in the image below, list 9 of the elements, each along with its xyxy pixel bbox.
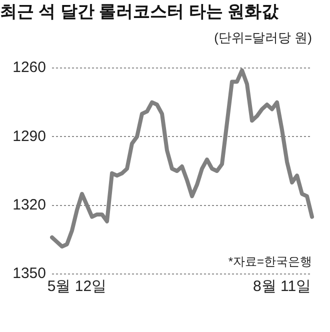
y-tick-label: 1320 xyxy=(12,196,46,214)
chart-title: 최근 석 달간 롤러코스터 타는 원화값 xyxy=(0,2,280,21)
annotation: *자료=한국은행 xyxy=(228,254,312,268)
x-tick-label: 8월 11일 xyxy=(252,278,312,296)
y-tick-label: 1260 xyxy=(12,59,46,76)
y-tick-label: 1350 xyxy=(12,265,46,282)
y-tick-label: 1290 xyxy=(12,128,46,145)
chart-subtitle: (단위=달러당 원) xyxy=(214,30,312,45)
x-tick-label: 5월 12일 xyxy=(47,278,107,296)
